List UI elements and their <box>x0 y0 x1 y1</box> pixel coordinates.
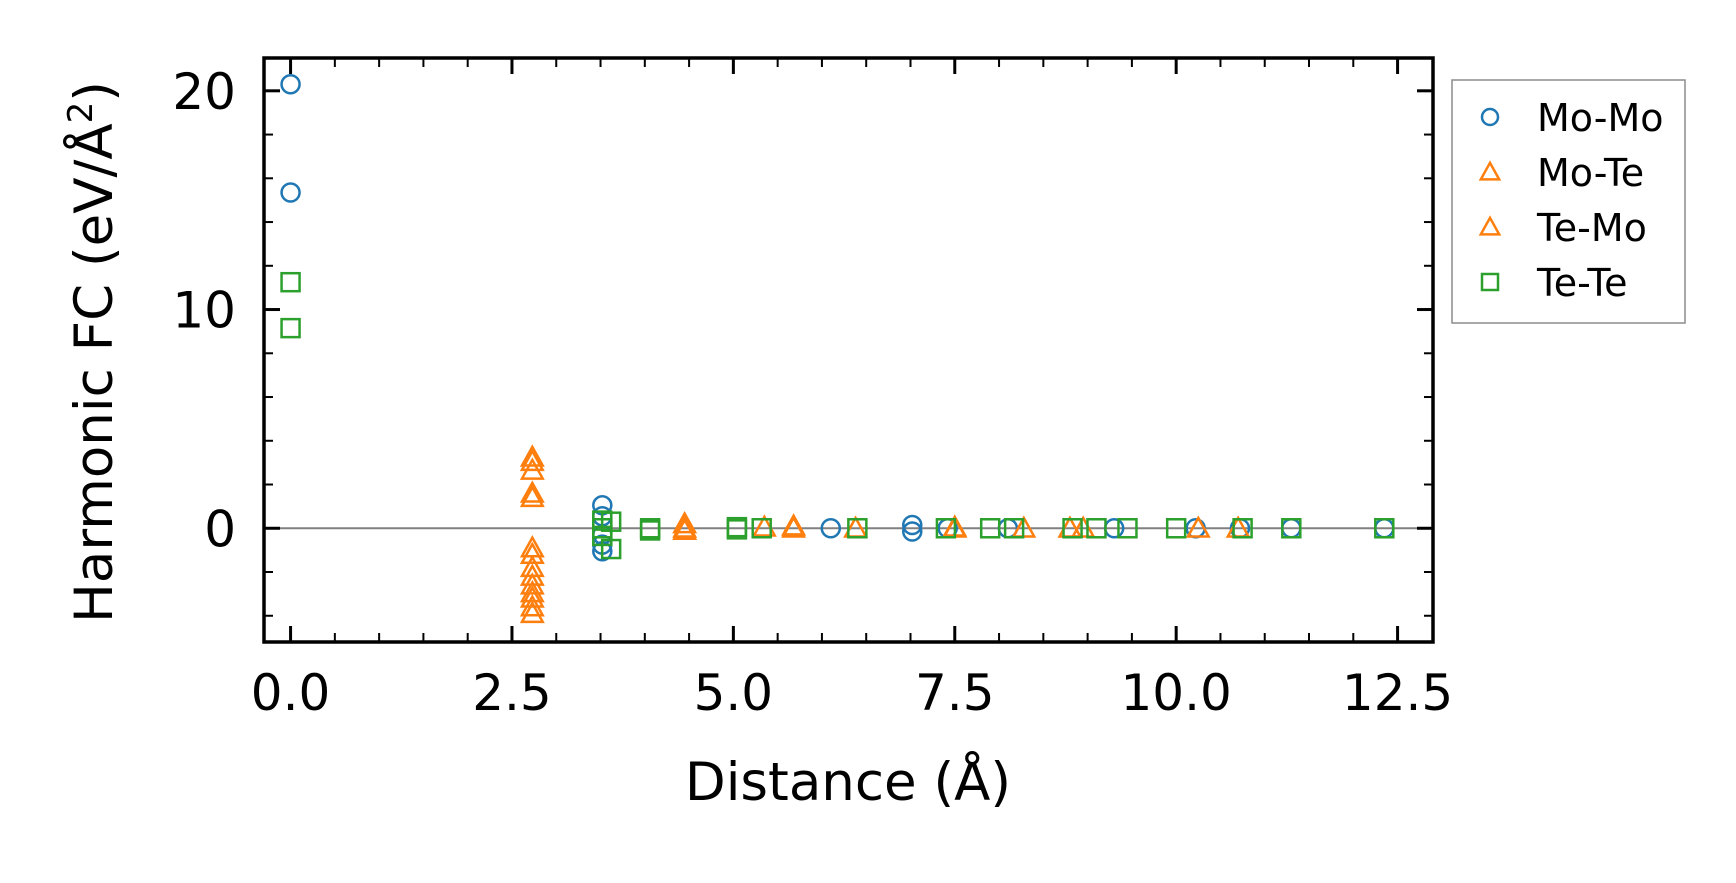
data-point-square <box>1165 518 1187 539</box>
data-point-square <box>751 518 772 539</box>
legend-marker-triangle-icon <box>1478 160 1502 181</box>
legend-box <box>1451 79 1686 324</box>
y-tick-label: 10 <box>172 282 236 340</box>
legend-markers <box>1478 107 1502 292</box>
data-point-triangle <box>519 535 545 558</box>
y-tick-label: 20 <box>172 63 236 121</box>
axis-ticks <box>264 58 1433 642</box>
data-point-triangle <box>519 585 545 608</box>
data-markers <box>280 73 1395 624</box>
data-point-square <box>935 518 957 539</box>
x-tick-labels: 0.0 2.5 5.0 7.5 10.0 12.5 <box>251 664 1453 722</box>
x-tick-label: 5.0 <box>694 664 774 722</box>
x-tick-label: 12.5 <box>1342 664 1453 722</box>
legend-label: Mo-Mo <box>1537 96 1664 140</box>
data-point-triangle <box>519 600 545 624</box>
legend-marker-circle-icon <box>1480 107 1500 127</box>
data-point-square <box>639 520 661 541</box>
y-axis-title-close: ) <box>64 81 125 102</box>
data-point-circle <box>902 514 923 536</box>
data-point-square <box>1117 518 1138 539</box>
data-point-square <box>1232 518 1253 539</box>
data-point-triangle <box>519 444 545 467</box>
x-tick-label: 2.5 <box>472 664 552 722</box>
legend-label: Te-Mo <box>1536 206 1647 250</box>
data-point-square <box>847 518 868 539</box>
series-mo-te <box>519 448 1251 617</box>
x-tick-label: 0.0 <box>251 664 331 722</box>
data-point-triangle <box>781 513 807 536</box>
plot-frame <box>262 56 1435 644</box>
data-point-square <box>600 511 622 532</box>
data-point-square <box>1003 518 1025 539</box>
data-point-square <box>280 317 301 339</box>
data-point-square <box>1281 518 1302 539</box>
y-axis-title-main: Harmonic FC (eV/Å <box>61 123 125 623</box>
data-point-triangle <box>672 515 698 538</box>
legend-label: Te-Te <box>1536 261 1628 305</box>
legend-label: Mo-Te <box>1537 151 1644 195</box>
data-point-triangle <box>519 594 545 617</box>
data-point-triangle <box>519 484 545 508</box>
data-point-circle <box>902 521 923 542</box>
legend-marker-square-icon <box>1480 272 1500 292</box>
data-point-circle <box>820 518 842 539</box>
data-point-square <box>1374 518 1395 539</box>
data-point-square <box>1086 518 1107 539</box>
legend-marker-triangle-icon <box>1478 215 1502 236</box>
data-point-triangle <box>1185 515 1211 538</box>
data-point-square <box>600 538 622 560</box>
y-tick-labels: 0 10 20 <box>172 63 236 558</box>
y-tick-label: 0 <box>204 500 236 558</box>
plot-area <box>262 56 1435 644</box>
series-te-mo <box>519 444 1083 624</box>
x-tick-label: 10.0 <box>1121 664 1232 722</box>
data-point-triangle <box>519 480 545 503</box>
x-tick-label: 7.5 <box>915 664 995 722</box>
data-point-circle <box>280 182 301 203</box>
y-axis-title: Harmonic FC (eV/Å2) <box>61 81 125 623</box>
data-point-triangle <box>519 457 545 480</box>
data-point-triangle <box>519 448 545 472</box>
x-axis-title: Distance (Å) <box>685 749 1011 813</box>
series-te-te <box>280 271 1395 560</box>
y-axis-title-superscript: 2 <box>61 102 101 124</box>
data-point-triangle <box>519 541 545 565</box>
data-point-square <box>726 519 748 540</box>
series-mo-mo <box>280 73 1395 562</box>
legend: Mo-Mo Mo-Te Te-Mo Te-Te <box>1451 79 1686 324</box>
data-point-square <box>280 271 301 293</box>
data-point-circle <box>280 73 301 95</box>
data-point-triangle <box>672 510 698 534</box>
data-point-square <box>979 518 1001 539</box>
data-point-square <box>1062 518 1083 539</box>
